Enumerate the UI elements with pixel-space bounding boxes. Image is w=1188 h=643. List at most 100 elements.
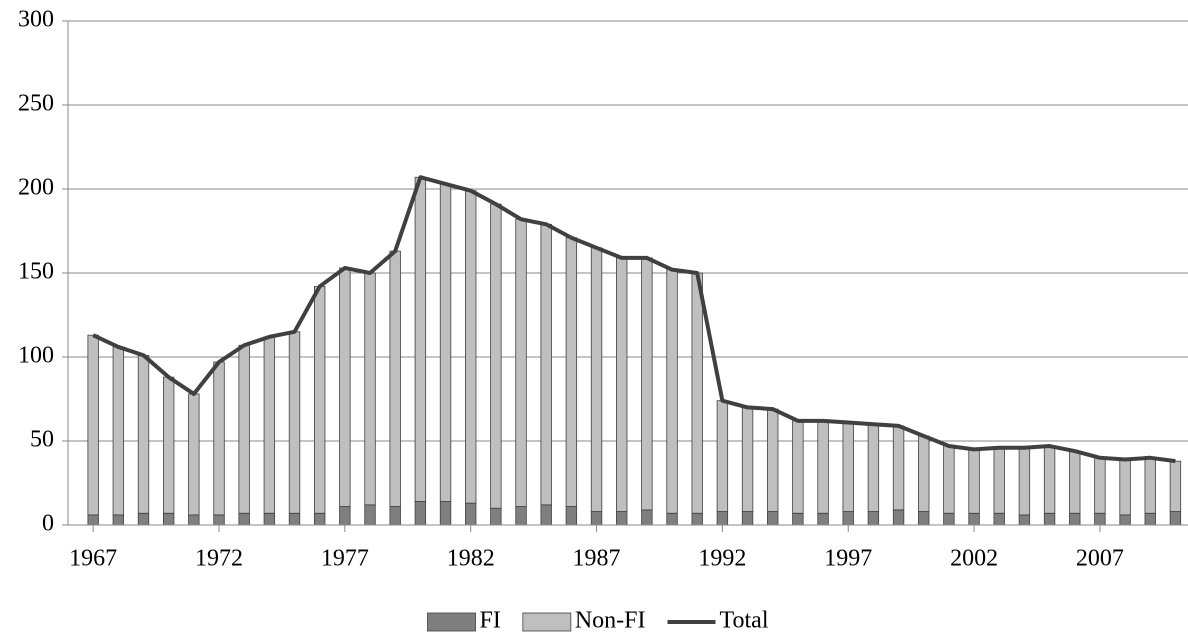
legend-label: Non-FI <box>575 608 646 634</box>
bar <box>213 361 225 516</box>
bar <box>1144 457 1156 514</box>
x-tick-label: 1982 <box>447 546 495 572</box>
bar <box>817 512 829 526</box>
x-tick-label: 1967 <box>69 546 117 572</box>
x-tick-label: 1987 <box>573 546 621 572</box>
bar <box>515 218 527 507</box>
bar <box>112 514 125 526</box>
bar <box>1094 457 1106 514</box>
bar <box>993 512 1005 526</box>
legend-swatch <box>522 612 572 632</box>
bar <box>389 250 401 507</box>
bar <box>691 272 703 514</box>
bar <box>439 183 452 502</box>
bar <box>188 514 200 526</box>
bar <box>666 512 678 526</box>
bar <box>1043 445 1056 514</box>
y-tick-label: 300 <box>18 7 54 33</box>
x-tick-label: 1997 <box>824 546 872 572</box>
bar <box>188 393 200 516</box>
bar <box>616 257 628 512</box>
bar <box>842 422 854 512</box>
bar <box>792 420 804 514</box>
bar <box>213 514 225 526</box>
bar <box>641 509 653 526</box>
bar <box>87 334 99 516</box>
bar <box>490 507 502 526</box>
bar <box>943 445 955 514</box>
bar <box>918 435 930 512</box>
bar <box>313 286 326 514</box>
bar <box>767 511 779 526</box>
bar <box>162 512 175 526</box>
bar <box>490 203 502 509</box>
bar <box>1018 514 1031 526</box>
bar <box>1043 512 1056 526</box>
bar <box>741 511 754 526</box>
bar <box>867 423 880 512</box>
bar <box>1119 459 1131 516</box>
bar <box>137 512 150 526</box>
bar <box>288 331 301 514</box>
bar <box>867 511 880 526</box>
bar <box>716 400 729 512</box>
bar <box>968 512 980 526</box>
bar <box>414 501 427 526</box>
bar <box>238 512 250 526</box>
bar <box>767 408 779 512</box>
y-tick-label: 150 <box>18 259 54 285</box>
bar <box>465 190 477 504</box>
bar <box>515 506 527 526</box>
bar <box>943 512 955 526</box>
x-tick-label: 1992 <box>698 546 746 572</box>
y-tick-label: 100 <box>18 343 54 369</box>
bar <box>112 346 125 516</box>
bar <box>565 237 578 507</box>
y-tick-label: 250 <box>18 91 54 117</box>
bar <box>540 223 552 506</box>
bar <box>263 512 276 526</box>
bar <box>666 269 678 514</box>
bar <box>339 267 351 507</box>
bar <box>616 511 628 526</box>
legend-label: FI <box>480 608 501 634</box>
bar <box>968 448 980 514</box>
bar <box>1094 512 1106 526</box>
bar <box>565 506 578 526</box>
bar <box>238 344 250 514</box>
bar <box>87 514 99 526</box>
bar <box>414 176 427 502</box>
legend-swatch <box>427 612 476 632</box>
bar <box>313 512 326 526</box>
bar <box>540 504 552 526</box>
bar <box>137 354 150 514</box>
bar <box>439 501 452 526</box>
bar <box>817 420 829 514</box>
legend: FI Non-FI Total <box>427 608 769 634</box>
bar <box>339 506 351 526</box>
bar <box>1119 514 1131 526</box>
bar <box>162 376 175 514</box>
x-tick-label: 1972 <box>195 546 243 572</box>
bar <box>741 406 754 512</box>
x-tick-label: 1977 <box>321 546 369 572</box>
y-tick-label: 50 <box>30 427 54 453</box>
bar <box>892 425 905 511</box>
x-tick-label: 2002 <box>950 546 998 572</box>
bar <box>691 512 703 526</box>
bar <box>792 512 804 526</box>
bar <box>1169 511 1182 526</box>
bar <box>465 502 477 526</box>
bar <box>716 511 729 526</box>
bar <box>263 336 276 514</box>
bar <box>842 511 854 526</box>
bar <box>590 511 603 526</box>
bar <box>918 511 930 526</box>
bar <box>641 257 653 511</box>
y-tick-label: 200 <box>18 175 54 201</box>
bar <box>1069 450 1081 514</box>
bar <box>288 512 301 526</box>
line <box>92 175 1176 464</box>
bar <box>1169 460 1182 512</box>
